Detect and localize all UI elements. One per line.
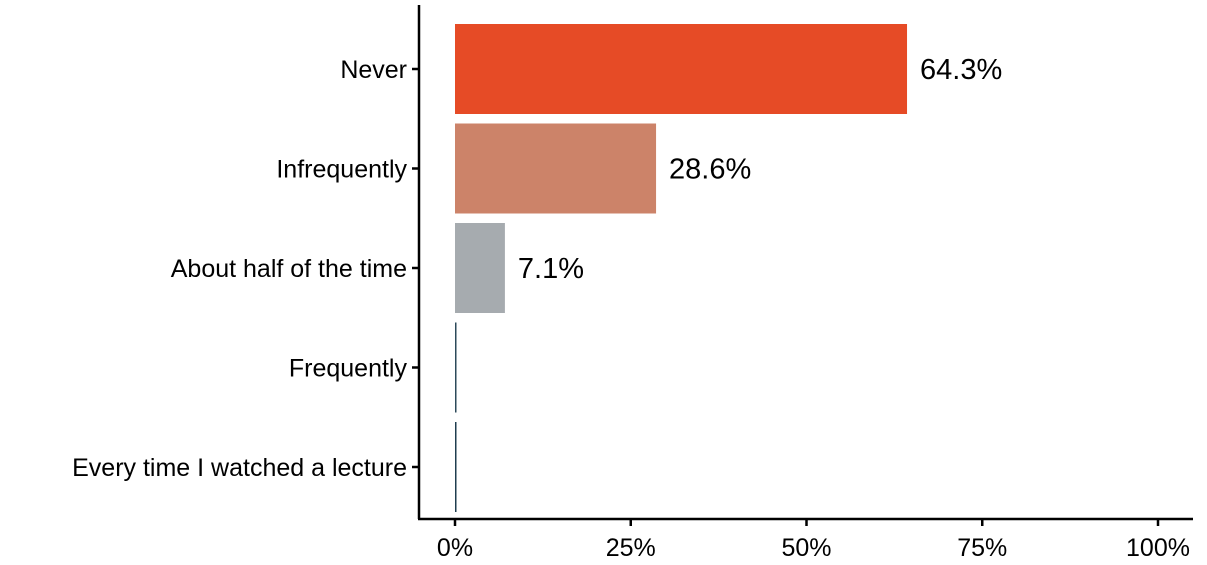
x-tick-label-100: 100% [1126,534,1190,562]
value-label-never: 64.3% [920,54,1002,86]
value-labels: 64.3% 28.6% 7.1% [518,54,1002,285]
bar-never [455,24,908,114]
category-label-infrequently: Infrequently [276,156,407,184]
bars [455,24,908,512]
x-tick-label-50: 50% [781,534,831,562]
y-axis: Never Infrequently About half of the time F… [72,56,419,482]
x-tick-label-0: 0% [437,534,473,562]
x-tick-label-25: 25% [606,534,656,562]
bar-infrequently [455,123,657,214]
bar-every-time-i-watched-a-lecture [455,422,457,512]
x-tick-label-75: 75% [957,534,1007,562]
category-label-every-time-i-watched-a-lecture: Every time I watched a lecture [72,454,407,482]
category-label-frequently: Frequently [289,355,408,383]
bar-frequently [455,322,457,413]
x-axis: 0% 25% 50% 75% 100% [437,519,1190,562]
bar-about-half-of-the-time [455,223,505,313]
category-label-never: Never [340,56,407,84]
value-label-infrequently: 28.6% [669,154,751,186]
category-label-about-half-of-the-time: About half of the time [171,255,407,283]
value-label-about-half-of-the-time: 7.1% [518,253,584,285]
